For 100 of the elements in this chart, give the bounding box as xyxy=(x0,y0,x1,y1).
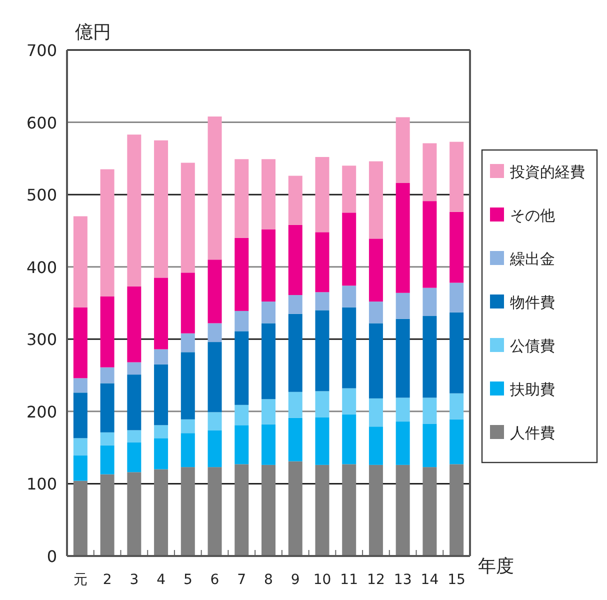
bar xyxy=(315,310,330,392)
x-tick-label: 2 xyxy=(102,572,112,588)
bar xyxy=(342,388,356,414)
legend-label: 物件費 xyxy=(510,294,555,312)
bar xyxy=(368,323,383,398)
y-tick-label: 700 xyxy=(26,41,57,60)
bar xyxy=(73,392,88,438)
bar xyxy=(127,362,142,375)
bar xyxy=(342,212,356,286)
bar xyxy=(422,201,437,288)
bar xyxy=(422,143,437,202)
bar xyxy=(73,456,88,481)
y-axis-title: 億円 xyxy=(75,22,111,43)
bar xyxy=(127,286,142,362)
bar xyxy=(234,310,249,332)
bar xyxy=(73,307,88,378)
bar xyxy=(315,156,330,232)
bar xyxy=(422,424,437,468)
bar xyxy=(368,302,383,324)
bar xyxy=(262,323,276,400)
bar xyxy=(73,216,88,308)
y-tick-label: 600 xyxy=(26,113,57,132)
bar xyxy=(315,292,330,310)
bar xyxy=(208,430,222,468)
bar xyxy=(127,374,142,430)
bar xyxy=(342,166,356,213)
bar xyxy=(208,116,222,260)
bar xyxy=(368,398,383,427)
bar xyxy=(208,323,222,342)
x-tick-label: 14 xyxy=(420,572,439,588)
bar xyxy=(422,398,437,424)
bar xyxy=(73,378,88,393)
y-tick-label: 500 xyxy=(26,186,57,205)
bar xyxy=(262,229,276,302)
bar xyxy=(127,472,142,556)
x-tick-label: 9 xyxy=(290,572,300,588)
bar xyxy=(396,117,410,184)
x-tick-label: 11 xyxy=(340,572,358,588)
bar xyxy=(262,399,276,424)
bar xyxy=(208,260,222,324)
bar xyxy=(450,464,464,556)
bar xyxy=(127,442,142,472)
bar xyxy=(396,183,410,293)
bar xyxy=(100,296,114,368)
bar xyxy=(100,432,114,446)
x-tick-label: 7 xyxy=(237,572,246,588)
bar xyxy=(288,392,302,418)
bar xyxy=(100,383,114,432)
legend-label: 扶助費 xyxy=(509,380,555,398)
y-tick-label: 100 xyxy=(26,474,57,494)
bar xyxy=(234,331,249,405)
bar xyxy=(288,224,302,296)
bar xyxy=(180,352,195,420)
x-tick-label: 3 xyxy=(130,572,139,588)
bar xyxy=(396,422,410,465)
bar xyxy=(234,425,249,464)
y-tick-label: 300 xyxy=(26,330,57,350)
bar xyxy=(234,159,249,238)
bar xyxy=(450,212,464,283)
legend-label: 公債費 xyxy=(510,337,555,355)
bar xyxy=(262,464,276,556)
bar xyxy=(368,238,383,302)
bar xyxy=(450,142,464,212)
bar xyxy=(234,464,249,556)
bar xyxy=(288,176,302,225)
bar xyxy=(154,438,168,470)
bar xyxy=(100,445,114,474)
legend-label: 人件費 xyxy=(510,424,555,442)
bar xyxy=(100,367,114,384)
bar xyxy=(315,232,330,292)
bar xyxy=(100,169,114,296)
legend-label: 投資的経費 xyxy=(509,163,585,181)
bar xyxy=(422,316,437,398)
bar xyxy=(262,159,276,230)
bar xyxy=(154,364,168,426)
bar xyxy=(208,467,222,556)
x-tick-label: 5 xyxy=(183,572,192,588)
x-tick-label: 15 xyxy=(448,572,466,588)
bar xyxy=(180,272,195,334)
y-tick-label: 200 xyxy=(26,402,57,422)
bar xyxy=(450,312,464,394)
x-axis-title: 年度 xyxy=(478,556,514,577)
bar xyxy=(234,404,249,426)
bar xyxy=(234,238,249,311)
bar xyxy=(422,467,437,556)
bar xyxy=(450,282,464,312)
bar xyxy=(154,349,168,364)
bar xyxy=(208,342,222,412)
bar xyxy=(73,480,88,556)
bar xyxy=(180,419,195,434)
bar xyxy=(288,461,302,556)
bar xyxy=(180,433,195,468)
bar xyxy=(450,393,464,420)
bar xyxy=(73,438,88,456)
bar xyxy=(396,398,410,422)
y-tick-label: 0 xyxy=(46,547,57,566)
bar xyxy=(154,425,168,438)
x-tick-label: 10 xyxy=(313,572,332,588)
bar xyxy=(315,417,330,465)
bar xyxy=(342,464,356,556)
